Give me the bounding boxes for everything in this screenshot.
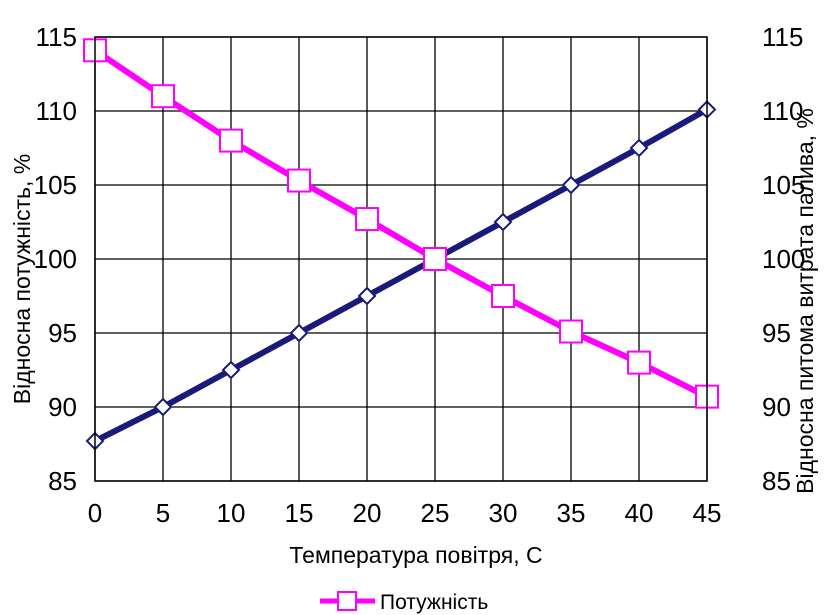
data-point-fuel-consumption — [289, 323, 309, 343]
y-right-tick-label: 100 — [762, 244, 805, 274]
x-tick-label: 5 — [156, 498, 170, 528]
y-left-tick-label: 85 — [48, 466, 77, 496]
plot-frame — [94, 36, 708, 482]
x-tick-label: 0 — [88, 498, 102, 528]
y-right-tick-label: 110 — [762, 96, 803, 126]
data-point-power — [559, 319, 583, 344]
x-tick-label: 30 — [489, 498, 518, 528]
y-right-tick-label: 115 — [762, 22, 803, 52]
y-left-tick-label: 110 — [36, 96, 77, 126]
data-point-power — [627, 350, 651, 375]
y-right-tick-label: 95 — [762, 318, 791, 348]
data-point-fuel-consumption — [221, 360, 241, 380]
x-tick-label: 40 — [625, 498, 654, 528]
y-axis-right-label: Відносна питома витрата палива, % — [792, 108, 818, 494]
data-point-fuel-consumption — [629, 138, 649, 158]
data-point-power — [355, 207, 379, 232]
y-left-tick-label: 115 — [36, 22, 77, 52]
legend-entry-power: Потужність — [380, 591, 488, 614]
data-point-fuel-consumption — [493, 212, 513, 232]
data-point-power — [287, 168, 311, 193]
y-left-tick-label: 90 — [48, 392, 77, 422]
series-layer — [83, 38, 719, 451]
y-axis-left-label: Відносна потужність, % — [9, 154, 35, 404]
x-tick-label: 20 — [353, 498, 382, 528]
x-tick-label: 15 — [285, 498, 314, 528]
data-point-power — [219, 128, 243, 153]
x-tick-label: 35 — [557, 498, 586, 528]
series-line-power — [93, 47, 709, 400]
data-point-fuel-consumption — [561, 175, 581, 195]
data-point-power — [423, 247, 447, 271]
series-line-fuel-consumption — [93, 106, 709, 444]
y-right-tick-label: 85 — [762, 466, 791, 496]
data-point-power — [151, 84, 175, 109]
legend-marker-power — [337, 591, 357, 611]
x-tick-label: 10 — [217, 498, 246, 528]
legend: Потужність — [320, 591, 488, 614]
x-axis-label: Температура повітря, С — [289, 542, 542, 568]
y-left-tick-label: 95 — [48, 318, 77, 348]
data-point-fuel-consumption — [357, 286, 377, 306]
y-right-tick-label: 105 — [762, 170, 805, 200]
tick-labels: 0 5 10 15 20 25 30 35 40 45 85 90 95 100 105 110 115 85 90… — [34, 22, 806, 528]
y-left-tick-label: 105 — [34, 170, 77, 200]
x-tick-label: 25 — [421, 498, 450, 528]
data-point-power — [491, 284, 515, 308]
y-left-tick-label: 100 — [34, 244, 77, 274]
y-right-tick-label: 90 — [762, 392, 791, 422]
x-tick-label: 45 — [693, 498, 722, 528]
data-point-fuel-consumption — [153, 397, 173, 417]
grid — [94, 36, 708, 482]
